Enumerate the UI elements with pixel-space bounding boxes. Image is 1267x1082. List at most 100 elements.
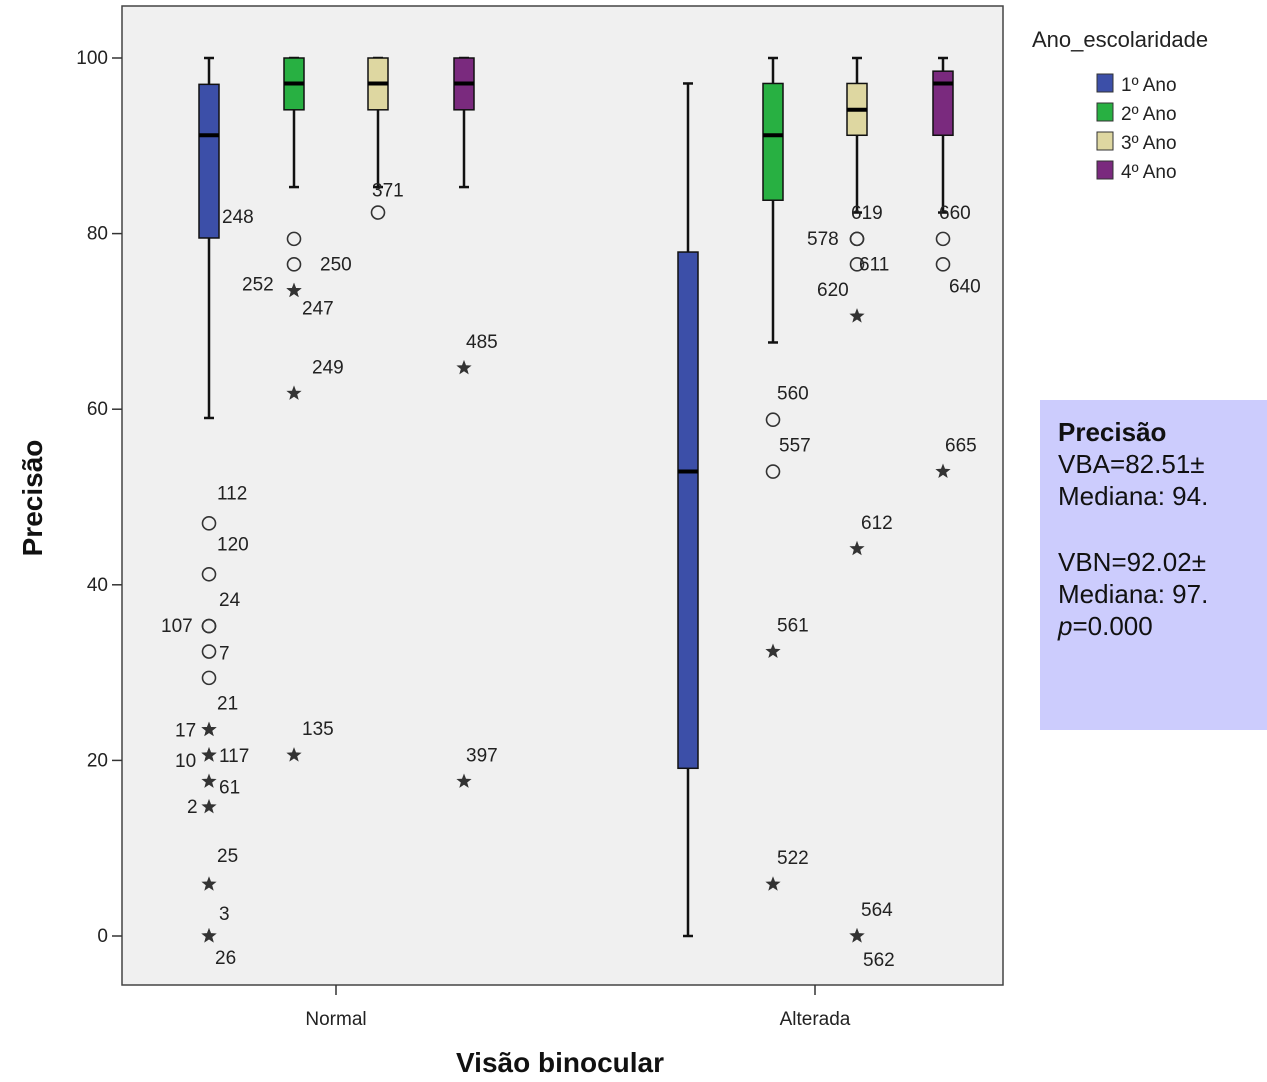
outlier-circle [201, 566, 217, 582]
outlier-label: 7 [219, 644, 230, 665]
outlier-label: 562 [863, 950, 895, 971]
outlier-label: 17 [175, 721, 196, 742]
outlier-circle [286, 231, 302, 247]
outlier-label: 120 [217, 534, 249, 555]
outlier-star [765, 876, 781, 891]
annotation-p-value: p=0.000 [1058, 610, 1267, 642]
outlier-circle [201, 644, 217, 659]
p-value-text: =0.000 [1072, 611, 1153, 641]
legend-swatch [1096, 160, 1114, 180]
outlier-star [286, 282, 302, 298]
outlier-circle [201, 670, 217, 686]
legend-swatch [1096, 131, 1114, 151]
outlier-label: 560 [777, 384, 809, 405]
outlier-circle [201, 618, 217, 634]
x-axis-title: Visão binocular [456, 1047, 664, 1078]
plot-area [121, 5, 1004, 986]
outlier-label: 248 [222, 207, 254, 228]
legend-label: 4º Ano [1121, 162, 1177, 183]
outlier-star [201, 798, 217, 814]
annotation-vba-median: Mediana: 94. [1058, 481, 1209, 511]
outlier-label: 21 [217, 694, 238, 715]
annotation-title: Precisão [1058, 417, 1167, 447]
outlier-label: 247 [302, 299, 334, 320]
outlier-star [201, 747, 217, 762]
y-tick-label: 80 [87, 224, 108, 245]
y-axis-title: Precisão [17, 440, 48, 557]
outlier-star [201, 876, 217, 891]
box [198, 83, 220, 239]
outlier-label: 611 [859, 254, 889, 275]
p-symbol: p [1058, 611, 1073, 641]
outlier-label: 371 [372, 181, 404, 202]
y-tick-label: 0 [97, 926, 108, 947]
outlier-label: 612 [861, 513, 893, 534]
outlier-circle [765, 412, 781, 428]
outlier-label: 665 [945, 436, 977, 457]
outlier-label: 25 [217, 846, 238, 867]
outlier-label: 557 [779, 436, 811, 457]
outlier-star [849, 928, 865, 943]
outlier-label: 3 [219, 904, 230, 925]
outlier-label: 26 [215, 948, 236, 969]
legend-swatch [1096, 73, 1114, 93]
y-tick-label: 40 [87, 575, 108, 596]
box [677, 251, 699, 770]
x-tick-label: Normal [305, 1009, 366, 1030]
annotation-vbn: VBN=92.02± [1058, 547, 1206, 577]
y-tick-label: 20 [87, 750, 108, 771]
outlier-star [849, 308, 865, 323]
outlier-circle [765, 464, 781, 479]
box [932, 70, 954, 137]
outlier-label: 640 [949, 276, 981, 297]
outlier-label: 112 [217, 483, 247, 504]
outlier-star [201, 928, 217, 943]
outlier-star [456, 359, 472, 375]
outlier-label: 252 [242, 275, 274, 296]
statistics-annotation-box: Precisão VBA=82.51± Mediana: 94. VBN=92.… [1040, 400, 1267, 730]
outlier-label: 2 [187, 797, 198, 818]
outlier-label: 61 [219, 777, 240, 798]
outlier-label: 522 [777, 848, 809, 869]
outlier-label: 620 [817, 280, 849, 301]
outlier-circle [849, 231, 865, 247]
annotation-spacer [1058, 512, 1267, 546]
outlier-label: 578 [807, 229, 839, 250]
annotation-vba: VBA=82.51± [1058, 449, 1205, 479]
outlier-circle [935, 231, 951, 247]
y-tick-label: 60 [87, 399, 108, 420]
outlier-star [935, 463, 951, 478]
outlier-label: 564 [861, 900, 893, 921]
y-tick-label: 100 [76, 48, 108, 69]
outlier-star [286, 747, 302, 762]
outlier-label: 561 [777, 616, 809, 637]
outlier-label: 249 [312, 357, 344, 378]
outlier-label: 10 [175, 751, 196, 772]
outlier-label: 485 [466, 332, 498, 353]
outlier-label: 24 [219, 590, 241, 611]
outlier-label: 397 [466, 745, 498, 766]
outlier-label: 107 [161, 616, 193, 637]
outlier-star [456, 773, 472, 788]
legend-label: 3º Ano [1121, 133, 1177, 154]
outlier-circle [935, 257, 951, 272]
outlier-star [765, 643, 781, 658]
outlier-circle [201, 516, 217, 531]
legend-swatch [1096, 102, 1114, 122]
box [762, 82, 784, 201]
outlier-star [201, 773, 217, 788]
outlier-label: 135 [302, 719, 334, 740]
outlier-label: 250 [320, 254, 352, 275]
outlier-circle [849, 257, 865, 272]
x-tick-label: Alterada [780, 1009, 851, 1030]
legend-title: Ano_escolaridade [1032, 27, 1208, 52]
outlier-circle [370, 205, 386, 220]
annotation-vbn-median: Mediana: 97. [1058, 579, 1209, 609]
outlier-label: 117 [219, 746, 249, 767]
outlier-star [201, 721, 217, 737]
legend-label: 2º Ano [1121, 104, 1177, 125]
outlier-label: 619 [851, 203, 883, 224]
legend-label: 1º Ano [1121, 75, 1177, 96]
outlier-label: 660 [939, 203, 971, 224]
